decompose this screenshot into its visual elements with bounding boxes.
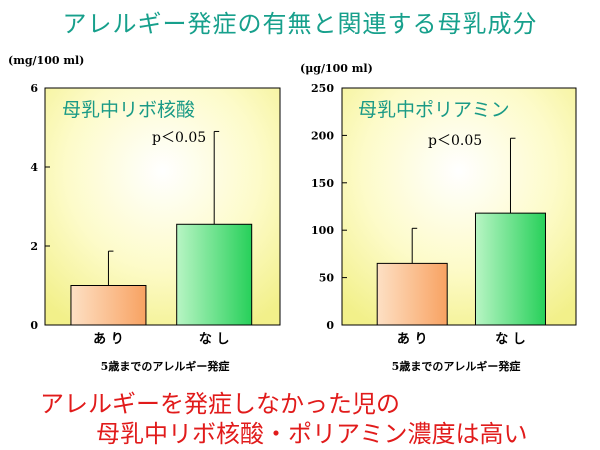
p-value-annotation: p＜0.05 (152, 130, 206, 146)
conclusion-line-2: 母乳中リボ核酸・ポリアミン濃度は高い (96, 420, 528, 448)
x-axis-label: 5歳までのアレルギー発症 (392, 359, 521, 373)
y-tick-label: 6 (30, 82, 38, 95)
y-axis-unit-label: (mg/100 ml) (8, 54, 84, 67)
y-tick-label: 150 (311, 177, 334, 190)
x-category-label: な し (199, 332, 230, 347)
bar-ari (70, 285, 147, 326)
page-title: アレルギー発症の有無と関連する母乳成分 (62, 10, 538, 38)
y-tick-label: 0 (30, 319, 38, 332)
y-axis-unit-label: (μg/100 ml) (300, 62, 373, 75)
chart-title: 母乳中リボ核酸 (62, 99, 195, 121)
y-tick-label: 200 (311, 129, 334, 142)
x-category-label: あ り (397, 332, 428, 347)
y-tick-label: 50 (319, 272, 335, 285)
p-value-annotation: p＜0.05 (428, 133, 482, 149)
x-axis-label: 5歳までのアレルギー発症 (101, 359, 230, 373)
y-tick-label: 2 (30, 240, 38, 253)
x-category-label: な し (495, 332, 526, 347)
y-tick-label: 4 (30, 161, 38, 174)
x-category-label: あ り (93, 332, 124, 347)
y-tick-label: 100 (311, 224, 334, 237)
y-tick-label: 250 (311, 82, 334, 95)
bar-ari (376, 262, 448, 326)
bar-nashi (176, 223, 253, 326)
ribonucleic-acid-chart: (mg/100 ml) 0 2 4 6 あ り な し 母乳中リボ核酸 p＜0.05 5歳までのア… (8, 54, 281, 373)
polyamine-chart: (μg/100 ml) 0 50 100 150 200 250 あ り な し 母乳中ポリアミン… (300, 62, 577, 373)
bar-nashi (474, 212, 546, 326)
y-tick-label: 0 (326, 319, 334, 332)
conclusion-line-1: アレルギーを発症しなかった児の (40, 390, 400, 418)
chart-title: 母乳中ポリアミン (358, 99, 510, 121)
